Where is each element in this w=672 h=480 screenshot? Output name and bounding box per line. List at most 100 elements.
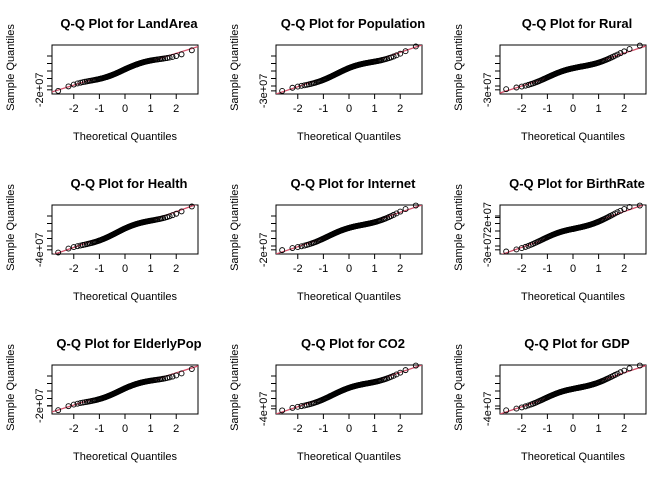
qq-point [55, 87, 62, 94]
qq-point [522, 403, 529, 410]
qq-point [518, 404, 525, 411]
y-axis-label: Sample Quantiles [5, 24, 17, 111]
x-tick-label: 1 [596, 263, 602, 275]
x-tick-label: -2 [517, 263, 527, 275]
qq-point [79, 399, 86, 406]
qq-point [621, 48, 628, 55]
qq-point [626, 365, 633, 372]
x-tick-label: 1 [148, 263, 154, 275]
qq-point [503, 407, 510, 414]
qq-point [513, 84, 520, 91]
qq-point [503, 248, 510, 255]
x-tick-label: 2 [397, 263, 403, 275]
qq-point [614, 209, 621, 216]
qq-point [636, 42, 643, 49]
qq-point [621, 367, 628, 374]
qq-point [169, 212, 176, 219]
x-tick-label: 0 [570, 263, 576, 275]
x-tick-label: 0 [346, 103, 352, 115]
x-tick-label: -2 [69, 103, 79, 115]
qq-point [626, 204, 633, 210]
x-tick-label: -1 [94, 103, 104, 115]
x-axis-label: Theoretical Quantiles [297, 131, 401, 143]
qq-point [397, 369, 404, 376]
qq-point [55, 249, 62, 256]
x-axis-label: Theoretical Quantiles [521, 451, 625, 463]
x-tick-label: -2 [69, 423, 79, 435]
y-tick-label: -4e+07 [482, 392, 494, 427]
x-tick-label: -1 [318, 263, 328, 275]
qq-point [178, 370, 185, 377]
y-tick-label: -3e+07 [258, 74, 270, 109]
qq-point [169, 54, 176, 60]
x-tick-label: 0 [122, 263, 128, 275]
x-tick-label: 0 [346, 263, 352, 275]
x-tick-label: 1 [372, 263, 378, 275]
qq-point [164, 55, 171, 61]
x-tick-label: -2 [517, 103, 527, 115]
qq-point [626, 46, 633, 53]
qq-point [74, 80, 81, 87]
x-axis-label: Theoretical Quantiles [73, 291, 177, 303]
x-tick-label: -1 [94, 423, 104, 435]
plot-title: Q-Q Plot for Population [281, 16, 425, 31]
qq-point [279, 247, 286, 254]
plot-title: Q-Q Plot for Rural [522, 16, 633, 31]
qq-point [74, 243, 81, 250]
qq-point [390, 53, 397, 60]
qq-point [70, 401, 77, 408]
qq-panel: Q-Q Plot for CO2 -2 -1 0 1 2 -4e+07 Theoretical… [229, 336, 423, 463]
qq-panel: Q-Q Plot for BirthRate -2 -1 0 1 2 -3e+072e+07… [453, 176, 647, 303]
plot-title: Q-Q Plot for BirthRate [509, 176, 645, 191]
qq-point [279, 87, 286, 94]
qq-point [173, 372, 180, 379]
x-tick-label: 0 [570, 423, 576, 435]
qq-point [65, 403, 72, 410]
y-tick-label: -3e+07 [482, 233, 494, 268]
plot-title: Q-Q Plot for CO2 [301, 336, 405, 351]
x-tick-label: 2 [397, 103, 403, 115]
x-tick-label: -2 [69, 263, 79, 275]
qq-point [393, 52, 400, 59]
qq-point [178, 208, 185, 215]
qq-point [298, 403, 305, 410]
qq-point [397, 208, 404, 215]
qq-point [513, 246, 520, 253]
x-tick-label: 0 [346, 423, 352, 435]
qq-point [279, 407, 286, 414]
x-tick-label: -2 [517, 423, 527, 435]
y-tick-label: 2e+07 [482, 202, 494, 233]
qq-point [614, 51, 621, 58]
qq-point [513, 405, 520, 412]
qq-point [289, 245, 296, 251]
y-axis-label: Sample Quantiles [5, 344, 17, 431]
qq-point [621, 206, 628, 213]
qq-point [298, 243, 305, 250]
x-tick-label: -2 [293, 103, 303, 115]
qq-point [294, 83, 301, 90]
x-tick-label: -2 [293, 423, 303, 435]
qq-point [412, 202, 419, 209]
x-tick-label: 1 [372, 423, 378, 435]
qq-point [65, 245, 72, 252]
plot-title: Q-Q Plot for LandArea [60, 16, 198, 31]
qq-point [166, 213, 173, 220]
qq-point [70, 81, 77, 88]
x-tick-label: 1 [596, 423, 602, 435]
qq-panel: Q-Q Plot for Rural -2 -1 0 1 2 -3e+07 Theoretic… [453, 16, 647, 143]
qq-point [289, 404, 296, 411]
qq-panel: Q-Q Plot for GDP -2 -1 0 1 2 -4e+07 Theoretical… [453, 336, 647, 463]
qq-point [617, 50, 624, 57]
plot-title: Q-Q Plot for Health [71, 176, 188, 191]
qq-point [166, 54, 173, 61]
qq-point [164, 214, 171, 220]
qq-point [294, 244, 301, 251]
qq-point [636, 362, 643, 369]
qq-point [65, 83, 72, 90]
y-tick-label: -2e+07 [34, 73, 46, 108]
qq-point [397, 50, 404, 57]
y-axis-label: Sample Quantiles [5, 184, 17, 271]
qq-point [390, 372, 397, 379]
x-tick-label: -2 [293, 263, 303, 275]
